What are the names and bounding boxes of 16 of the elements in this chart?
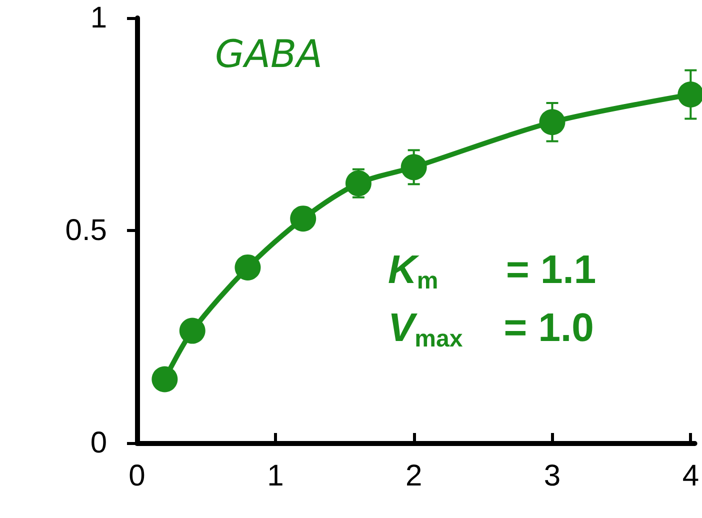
x-tick-label: 4 [682,460,699,492]
x-tick-label: 3 [544,460,561,492]
point [345,170,372,196]
point [152,366,178,392]
point [400,154,427,180]
x-tick-label: 1 [267,460,284,492]
y-tick-label: 1 [90,2,107,34]
y-tick-label: 0 [90,426,107,460]
point [234,254,261,280]
point [290,206,316,232]
annotation: GABA [215,32,323,76]
x-tick-label: 2 [405,460,422,492]
point [179,318,206,344]
y-tick-label: 0.5 [65,214,107,247]
point [539,109,566,136]
x-tick-label: 0 [128,460,146,492]
